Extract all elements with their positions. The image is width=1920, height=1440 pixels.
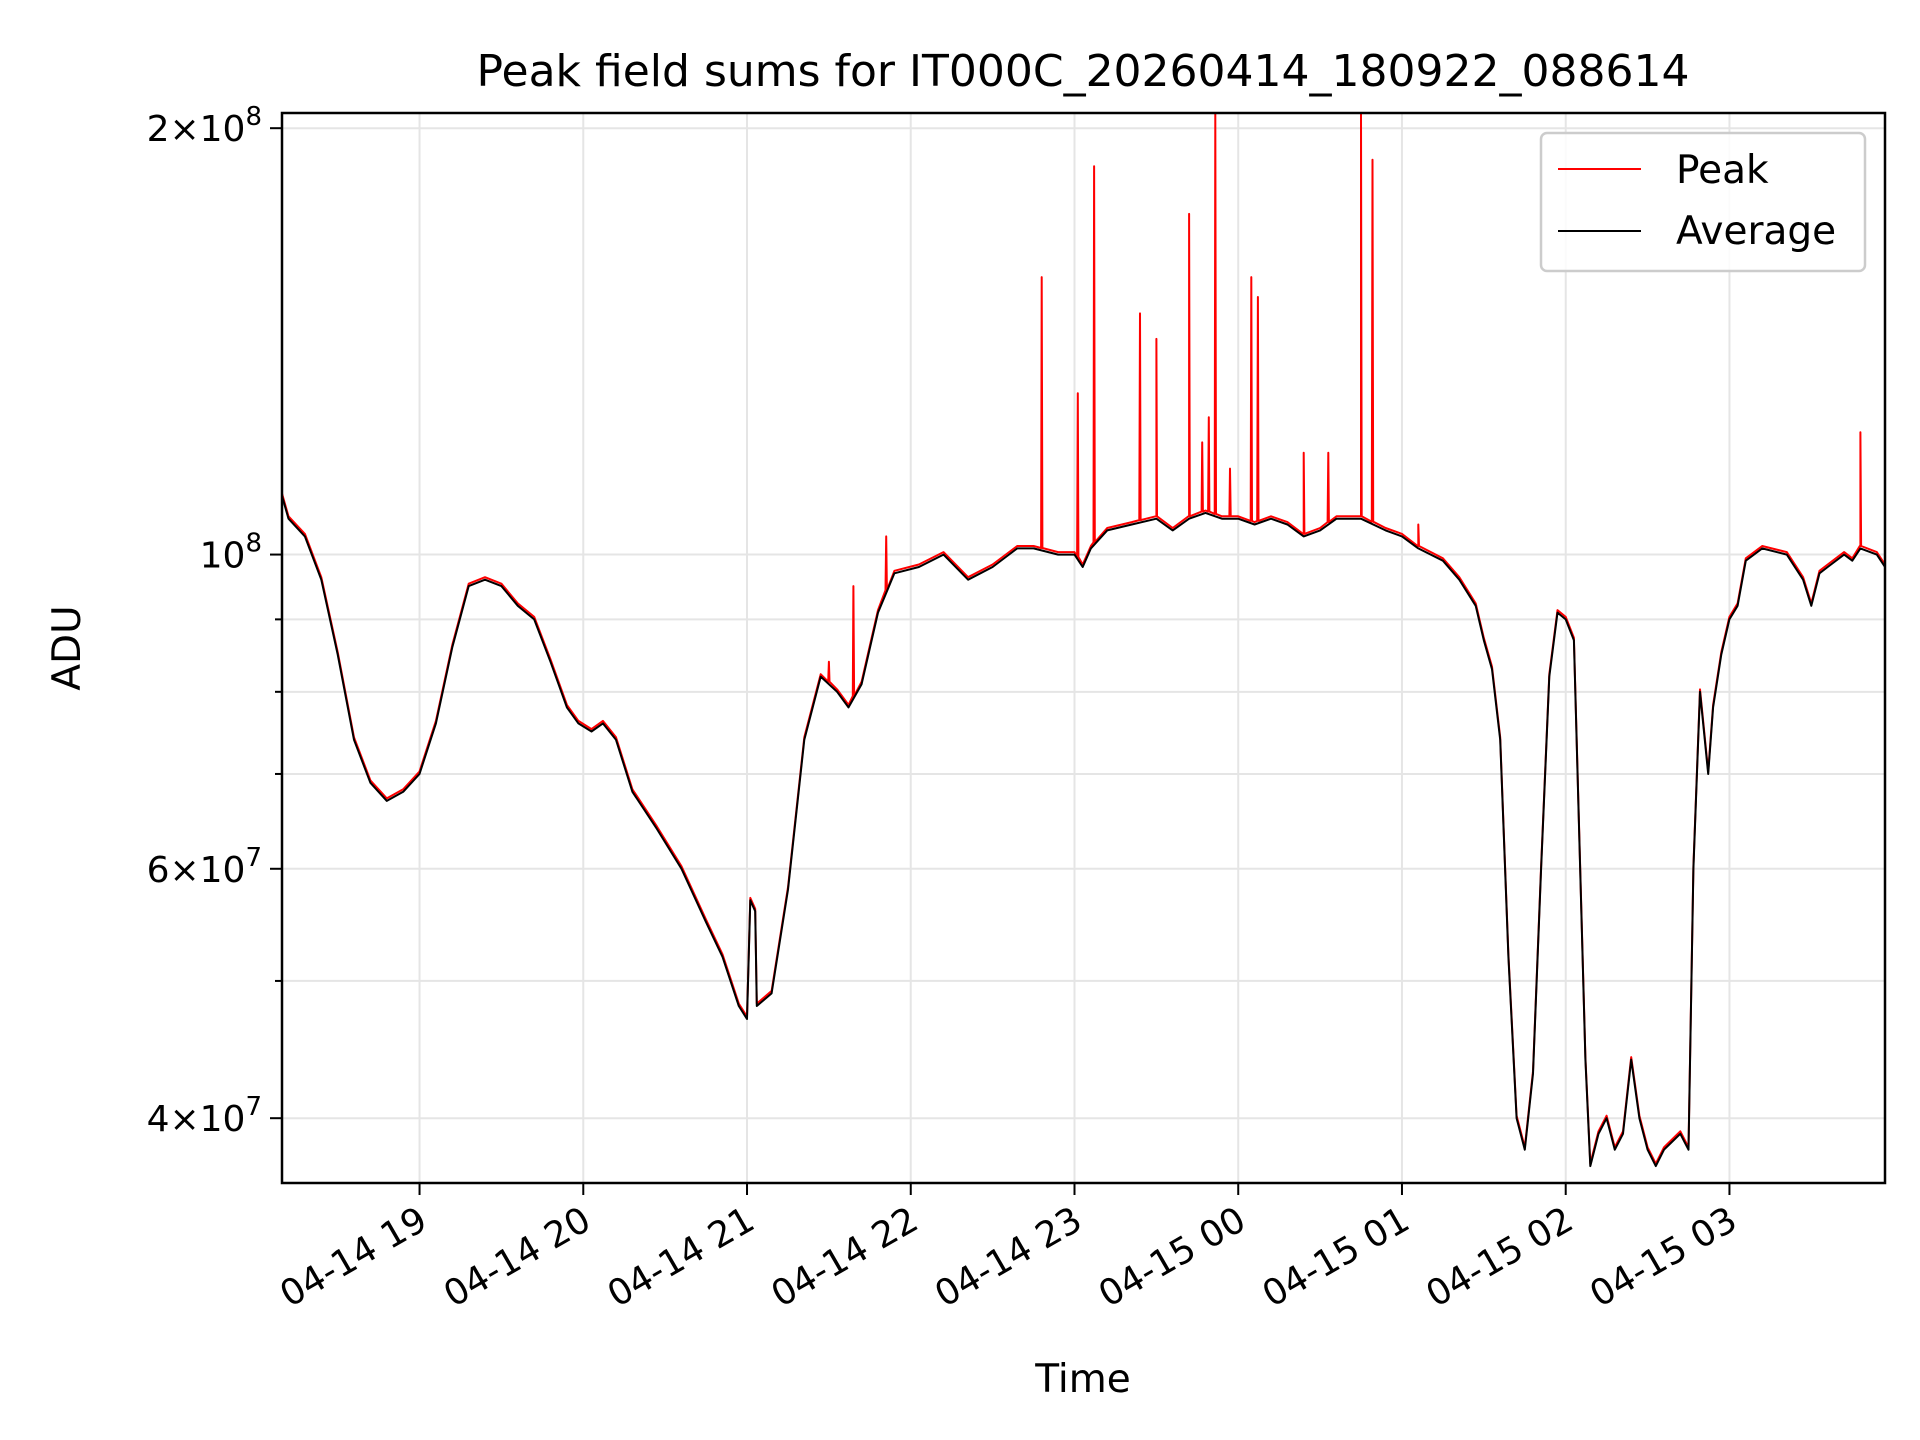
legend-label-peak: Peak — [1676, 148, 1769, 193]
y-tick-label-times: ×10 — [169, 1099, 245, 1140]
y-tick-label-times: ×10 — [169, 109, 245, 150]
y-tick-label-exponent: 8 — [245, 529, 262, 559]
legend-label-average: Average — [1676, 209, 1836, 254]
y-tick-label-times: ×10 — [169, 850, 245, 891]
y-tick-label-exponent: 7 — [245, 1092, 262, 1122]
y-tick-label: 6×107 — [147, 843, 262, 891]
y-tick-label-exponent: 8 — [245, 102, 262, 132]
legend: Peak Average — [1539, 131, 1867, 273]
y-tick-label: 4×107 — [147, 1092, 262, 1140]
legend-box — [1539, 131, 1867, 273]
y-tick-label: 108 — [200, 529, 262, 577]
series-layer — [281, 112, 1886, 1168]
y-tick-label-base: 2 — [147, 109, 170, 150]
grid-layer — [282, 113, 1885, 1183]
x-axis-label: Time — [1034, 1357, 1130, 1402]
y-tick-label-ten: 10 — [200, 536, 246, 577]
plot-frame — [280, 111, 1887, 1185]
y-tick-label-base: 6 — [147, 850, 170, 891]
y-axis-label: ADU — [45, 605, 90, 690]
y-tick-label: 2×108 — [147, 102, 262, 150]
chart-title: Peak field sums for IT000C_20260414_1809… — [477, 46, 1690, 97]
average-series-line — [281, 495, 1886, 1168]
y-tick-label-base: 4 — [147, 1099, 170, 1140]
y-tick-label-exponent: 7 — [245, 843, 262, 873]
